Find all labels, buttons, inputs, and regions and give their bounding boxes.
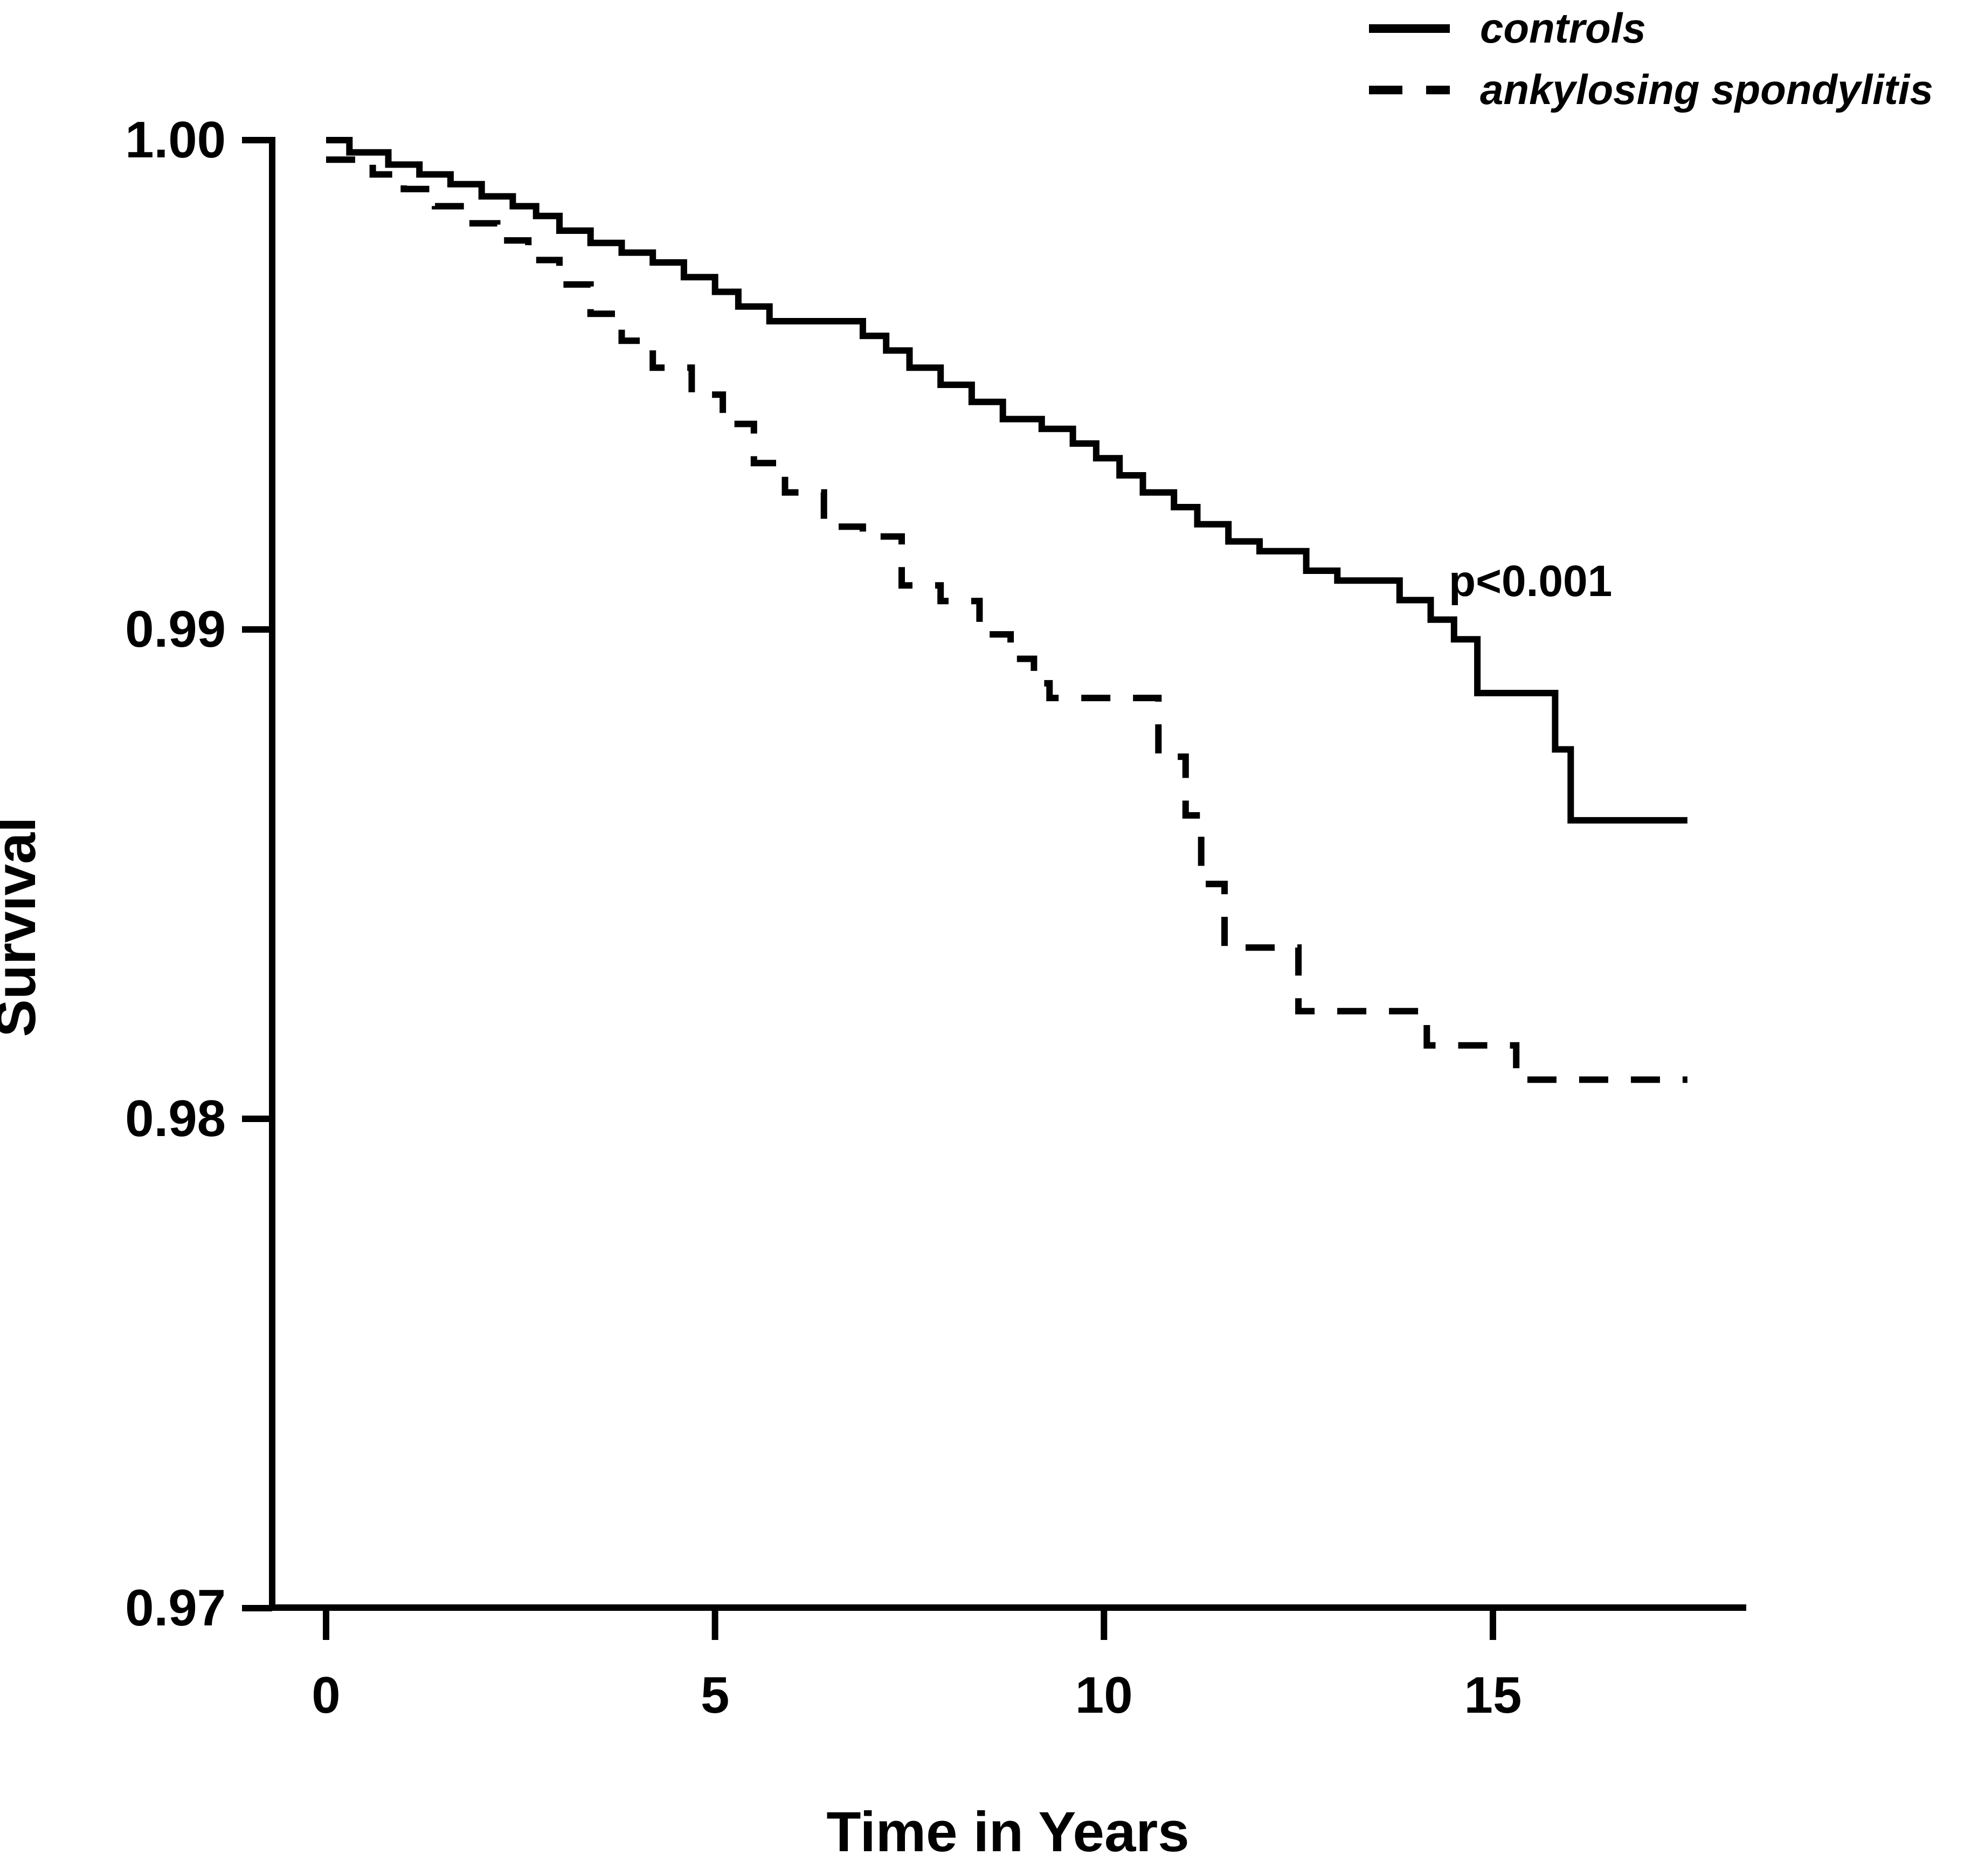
legend-item-ankylosing-spondylitis: ankylosing spondylitis (1369, 65, 1933, 113)
legend-label-ankylosing-spondylitis: ankylosing spondylitis (1480, 65, 1933, 113)
p-value-annotation: p<0.001 (1449, 557, 1613, 606)
legend: controls ankylosing spondylitis (1369, 5, 1933, 113)
y-tick-label: 1.00 (125, 111, 226, 169)
y-axis-title: Survival (0, 816, 47, 1037)
legend-label-controls: controls (1480, 4, 1646, 52)
x-tick-label: 15 (1464, 1666, 1522, 1724)
x-tick-label: 10 (1075, 1666, 1133, 1724)
legend-item-controls: controls (1369, 5, 1933, 52)
x-tick-label: 5 (700, 1666, 730, 1724)
dashed-line-icon (1369, 85, 1450, 94)
solid-line-icon (1369, 24, 1450, 33)
x-tick-label: 0 (312, 1666, 341, 1724)
x-axis-title: Time in Years (826, 1801, 1190, 1864)
curve-ankylosing-spondylitis (326, 156, 1688, 1083)
y-tick-label: 0.99 (125, 600, 226, 658)
y-tick-label: 0.97 (125, 1579, 226, 1637)
y-tick-label: 0.98 (125, 1090, 226, 1147)
curve-controls (326, 137, 1688, 824)
